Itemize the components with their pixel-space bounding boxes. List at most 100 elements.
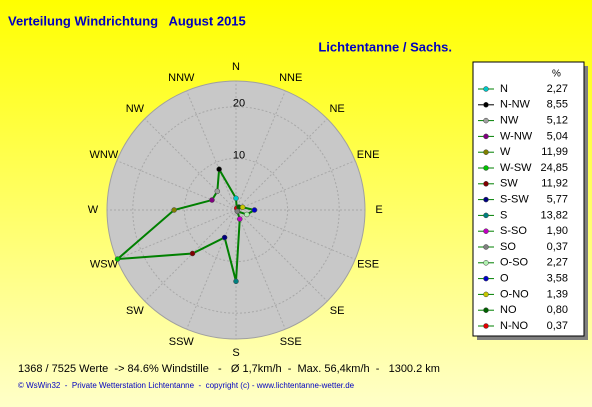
legend-value: 5,12 <box>547 115 568 127</box>
axis-label: SW <box>126 305 144 317</box>
axis-label: SSW <box>169 336 195 348</box>
spoke <box>186 209 237 330</box>
legend-label: O <box>500 273 509 285</box>
legend-label: N <box>500 83 508 95</box>
axis-label: ESE <box>357 259 379 271</box>
legend-label: SO <box>500 241 516 253</box>
data-point <box>251 207 258 213</box>
legend-label: S <box>500 209 507 221</box>
data-point <box>237 216 243 222</box>
spoke <box>235 209 356 260</box>
data-point <box>233 195 239 202</box>
legend-marker <box>483 181 489 187</box>
legend-label: W-NW <box>500 130 533 142</box>
legend-label: N-NO <box>500 320 529 332</box>
axis-label: SE <box>330 305 345 317</box>
data-point <box>244 211 250 218</box>
legend-value: 2,27 <box>547 257 568 269</box>
legend-value: 2,27 <box>547 83 568 95</box>
spoke <box>235 209 286 330</box>
chart-title: Verteilung Windrichtung August 2015 <box>8 13 246 28</box>
legend-marker <box>483 212 489 219</box>
data-point <box>233 278 239 285</box>
copyright: © WsWin32 - Private Wetterstation Lichte… <box>18 381 355 390</box>
legend-value: 1,90 <box>547 225 568 237</box>
spoke <box>235 118 328 211</box>
footer: 1368 / 7525 Werte -> 84.6% Windstille - … <box>18 363 440 375</box>
legend-value: 0,37 <box>547 320 568 332</box>
axis-label: S <box>232 347 239 359</box>
chart-subtitle: Lichtentanne / Sachs. <box>318 39 452 54</box>
legend-label: W <box>500 146 511 158</box>
legend-value: 8,55 <box>547 99 568 111</box>
legend-value: 0,37 <box>547 241 568 253</box>
legend-marker <box>483 228 489 234</box>
axis-label: N <box>232 61 240 73</box>
legend-label: W-SW <box>500 162 532 174</box>
legend-label: S-SO <box>500 225 527 237</box>
legend-value: 5,77 <box>547 194 568 206</box>
legend-value: 1,39 <box>547 288 568 300</box>
legend-marker <box>483 117 489 124</box>
spoke <box>235 209 328 302</box>
grid-ring <box>183 157 289 263</box>
legend-marker <box>483 291 489 298</box>
legend-marker <box>483 102 489 108</box>
axis-label: ENE <box>357 149 380 161</box>
legend-label: O-SO <box>500 257 529 269</box>
legend-value: 3,58 <box>547 273 568 285</box>
axis-label: WSW <box>90 259 119 271</box>
legend-label: NW <box>500 115 519 127</box>
spoke <box>144 209 237 302</box>
axis-label: W <box>88 204 99 216</box>
legend-value: 11,99 <box>541 146 568 158</box>
spoke <box>186 90 237 211</box>
legend-marker <box>483 244 489 250</box>
legend-marker <box>483 323 489 329</box>
legend-box <box>472 61 585 337</box>
legend-marker <box>483 260 489 266</box>
axis-label: NNE <box>279 72 302 84</box>
axis-label: NW <box>126 103 145 115</box>
legend-value: 13,82 <box>540 209 568 221</box>
legend-label: NO <box>500 304 517 316</box>
legend-value: 5,04 <box>547 130 568 142</box>
legend-marker <box>483 196 489 203</box>
axis-label: WNW <box>90 149 119 161</box>
data-point <box>216 166 222 172</box>
legend-value: 24,85 <box>540 162 568 174</box>
data-point <box>214 188 221 195</box>
legend-label: O-NO <box>500 288 529 300</box>
spoke <box>116 160 237 211</box>
spoke <box>144 118 237 211</box>
data-point <box>234 208 241 215</box>
data-point <box>239 204 246 211</box>
data-point <box>209 197 215 203</box>
legend-value: 11,92 <box>541 178 568 190</box>
legend-marker <box>483 165 489 171</box>
legend-title: % <box>552 69 561 80</box>
legend-label: N-NW <box>500 99 531 111</box>
data-point <box>189 250 196 257</box>
data-point <box>114 256 121 262</box>
data-point <box>171 207 177 213</box>
r-tick-label: 20 <box>233 98 245 110</box>
axis-label: SSE <box>280 336 302 348</box>
r-tick-label: 10 <box>233 149 245 161</box>
spoke <box>235 160 356 211</box>
axis-label: E <box>375 204 382 216</box>
legend-label: SW <box>500 178 518 190</box>
legend-marker <box>483 149 489 155</box>
axis-label: NE <box>329 103 344 115</box>
grid-ring <box>132 106 340 314</box>
legend-marker <box>483 275 489 282</box>
legend-label: S-SW <box>500 194 529 206</box>
spoke <box>235 90 286 211</box>
spoke <box>116 209 237 260</box>
axis-label: NNW <box>168 72 195 84</box>
legend-value: 0,80 <box>547 304 568 316</box>
data-point <box>221 234 228 241</box>
legend-marker <box>483 86 489 92</box>
legend-marker <box>483 133 489 140</box>
